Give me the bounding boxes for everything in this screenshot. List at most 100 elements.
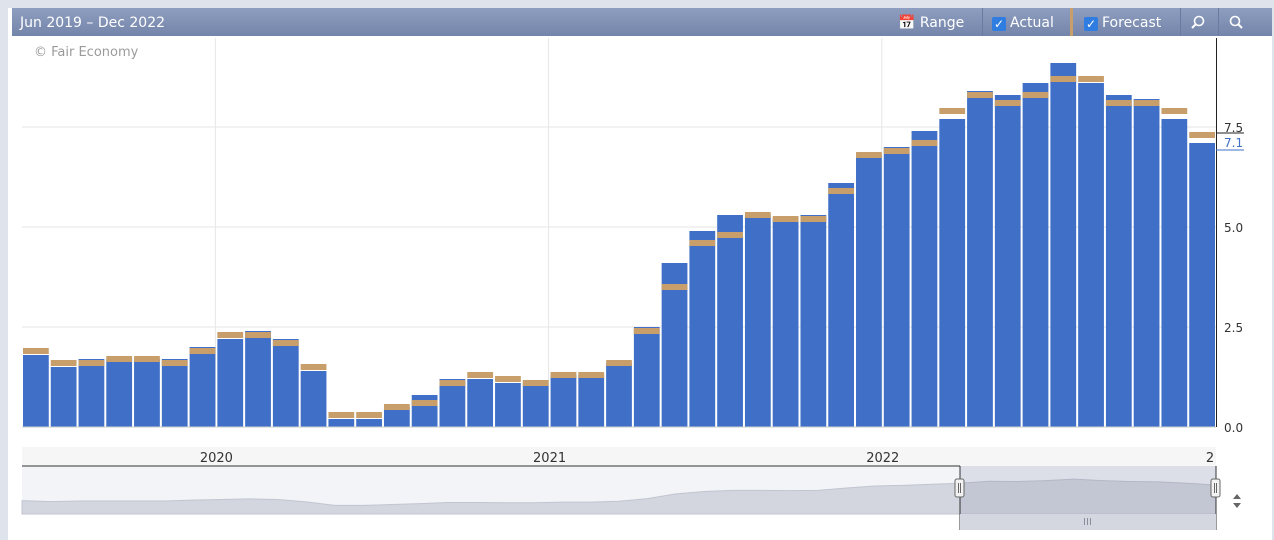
forecast-marker[interactable] (1050, 76, 1077, 82)
forecast-marker[interactable] (272, 340, 299, 346)
forecast-marker[interactable] (578, 372, 605, 378)
forecast-marker[interactable] (106, 356, 133, 362)
actual-bar[interactable] (744, 215, 771, 427)
forecast-marker[interactable] (550, 372, 577, 378)
forecast-marker[interactable] (939, 108, 966, 114)
actual-bar[interactable] (994, 95, 1021, 427)
forecast-marker[interactable] (23, 348, 49, 354)
forecast-marker[interactable] (1133, 100, 1160, 106)
actual-bar[interactable] (23, 355, 49, 427)
actual-bar[interactable] (1105, 95, 1132, 427)
actual-bar[interactable] (356, 419, 382, 427)
actual-bar[interactable] (1189, 143, 1215, 427)
forecast-marker[interactable] (1078, 76, 1104, 82)
actual-bar[interactable] (1161, 119, 1188, 427)
actual-bar[interactable] (50, 367, 77, 427)
actual-bar[interactable] (383, 407, 410, 427)
actual-bar[interactable] (245, 331, 271, 427)
actual-bar[interactable] (606, 363, 632, 427)
forecast-marker[interactable] (78, 360, 105, 366)
actual-bar[interactable] (439, 379, 466, 427)
forecast-marker[interactable] (1189, 132, 1215, 138)
actual-bar[interactable] (495, 383, 521, 427)
actual-bar[interactable] (661, 263, 688, 427)
actual-bar[interactable] (772, 219, 799, 427)
navigator-handle-right[interactable] (1210, 478, 1221, 498)
actual-bar[interactable] (411, 395, 438, 427)
forecast-marker[interactable] (689, 240, 716, 246)
actual-bar[interactable] (1078, 83, 1104, 427)
y-tick-label: 2.5 (1224, 321, 1243, 335)
actual-bar[interactable] (939, 119, 966, 427)
actual-bar[interactable] (300, 371, 327, 427)
actual-bar[interactable] (1050, 63, 1077, 427)
forecast-marker[interactable] (967, 92, 993, 98)
forecast-marker[interactable] (800, 216, 827, 222)
actual-bar[interactable] (134, 359, 160, 427)
actual-bar[interactable] (272, 339, 299, 427)
x-tick-label: 2 (1206, 451, 1214, 466)
forecast-marker[interactable] (50, 360, 77, 366)
forecast-marker[interactable] (744, 212, 771, 218)
forecast-marker[interactable] (161, 360, 188, 366)
forecast-marker[interactable] (772, 216, 799, 222)
actual-bar[interactable] (1133, 99, 1160, 427)
actual-bar[interactable] (161, 359, 188, 427)
forecast-marker[interactable] (828, 188, 855, 194)
actual-bar[interactable] (467, 379, 494, 427)
forecast-marker[interactable] (217, 332, 244, 338)
toolbar-divider (982, 8, 983, 36)
range-button[interactable]: 📅 Range (898, 8, 964, 38)
forecast-marker[interactable] (495, 376, 521, 382)
actual-bar[interactable] (633, 327, 660, 427)
forecast-marker[interactable] (661, 284, 688, 290)
actual-bar[interactable] (883, 147, 910, 427)
forecast-marker[interactable] (134, 356, 160, 362)
actual-bar[interactable] (967, 91, 993, 427)
forecast-marker[interactable] (411, 400, 438, 406)
forecast-marker[interactable] (911, 140, 938, 146)
actual-toggle[interactable]: ✓ Actual (992, 8, 1054, 38)
actual-bar[interactable] (717, 215, 743, 427)
forecast-marker[interactable] (439, 380, 466, 386)
actual-bar[interactable] (800, 215, 827, 427)
navigator-selected-range (960, 466, 1216, 514)
actual-bar[interactable] (828, 183, 855, 427)
forecast-marker[interactable] (467, 372, 494, 378)
forecast-marker[interactable] (1161, 108, 1188, 114)
scroll-arrows-icon[interactable] (1233, 494, 1241, 508)
actual-toggle-label: Actual (1010, 15, 1054, 31)
forecast-marker[interactable] (717, 232, 743, 238)
forecast-marker[interactable] (1105, 100, 1132, 106)
actual-bar[interactable] (522, 383, 549, 427)
navigator-handle-left[interactable] (954, 478, 965, 498)
forecast-marker[interactable] (522, 380, 549, 386)
forecast-marker[interactable] (189, 348, 216, 354)
actual-bar[interactable] (856, 155, 882, 427)
actual-bar[interactable] (689, 231, 716, 427)
actual-bar[interactable] (328, 419, 355, 427)
forecast-marker[interactable] (883, 148, 910, 154)
actual-bar[interactable] (189, 347, 216, 427)
actual-bar[interactable] (106, 359, 133, 427)
forecast-marker[interactable] (1022, 92, 1049, 98)
actual-bar[interactable] (1022, 83, 1049, 427)
zoom-out-button[interactable] (1228, 8, 1256, 38)
forecast-toggle[interactable]: ✓ Forecast (1084, 8, 1161, 38)
forecast-marker[interactable] (328, 412, 355, 418)
zoom-in-button[interactable] (1190, 8, 1218, 38)
forecast-marker[interactable] (383, 404, 410, 410)
actual-bar[interactable] (550, 375, 577, 427)
forecast-marker[interactable] (856, 152, 882, 158)
forecast-marker[interactable] (994, 100, 1021, 106)
actual-bar[interactable] (911, 131, 938, 427)
forecast-marker[interactable] (300, 364, 327, 370)
actual-bar[interactable] (578, 375, 605, 427)
actual-bar[interactable] (217, 339, 244, 427)
forecast-marker[interactable] (356, 412, 382, 418)
forecast-marker[interactable] (633, 328, 660, 334)
actual-bar[interactable] (78, 359, 105, 427)
range-title: Jun 2019 – Dec 2022 (20, 15, 166, 31)
forecast-marker[interactable] (245, 332, 271, 338)
forecast-marker[interactable] (606, 360, 632, 366)
